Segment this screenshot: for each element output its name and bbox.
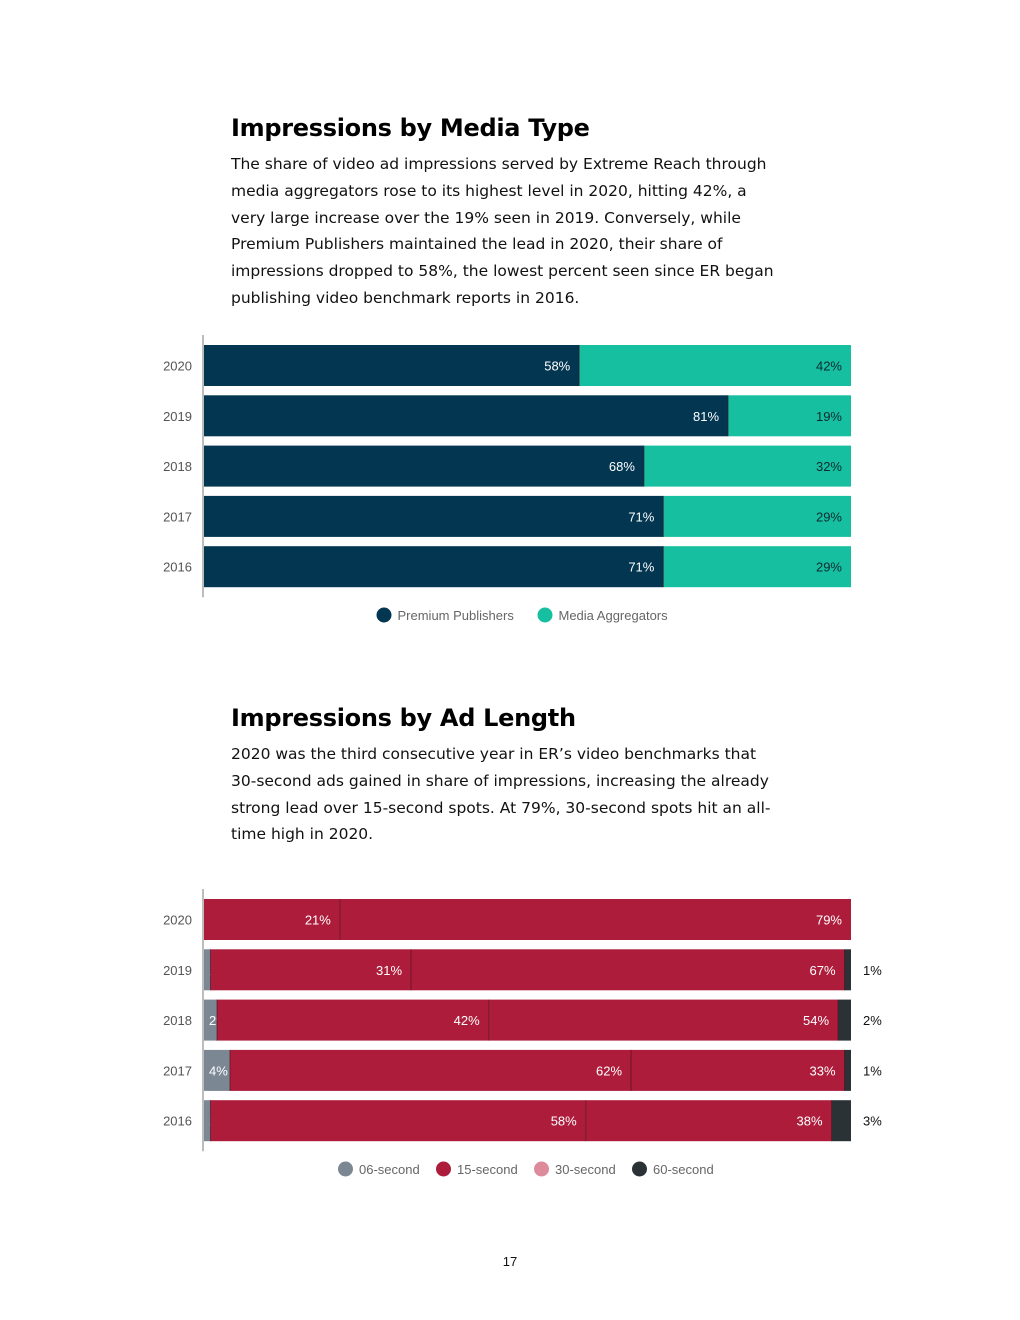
- page-number: 17: [502, 1254, 518, 1269]
- bar-media-aggregators-2018: [643, 445, 851, 487]
- category-label-2020: 2020: [163, 913, 192, 928]
- data-label-premium-publishers-2020: 58%: [544, 359, 570, 374]
- bar-15-second-2019: [210, 949, 412, 991]
- legend-swatch-premium-publishers: [376, 607, 392, 623]
- legend-label-30-second: 30-second: [555, 1162, 616, 1177]
- category-label-2016: 2016: [163, 1114, 192, 1129]
- data-label-30-second-2018: 54%: [803, 1013, 829, 1028]
- bar-60-second-2018: [838, 999, 851, 1041]
- bar-15-second-2020: [204, 899, 340, 940]
- data-label-60-second-2017: 1%: [863, 1063, 882, 1078]
- data-label-60-second-2019: 1%: [863, 963, 882, 978]
- legend-label-60-second: 60-second: [653, 1162, 714, 1177]
- ad-length-description: 2020 was the third consecutive year in E…: [231, 745, 771, 844]
- bar-06-second-2016: [204, 1100, 211, 1142]
- bar-30-second-2016: [585, 1100, 832, 1142]
- bar-media-aggregators-2020: [579, 345, 851, 386]
- media-type-description: The share of video ad impressions served…: [231, 155, 774, 307]
- data-label-15-second-2019: 31%: [376, 963, 402, 978]
- legend-label-06-second: 06-second: [359, 1162, 420, 1177]
- legend-label-15-second: 15-second: [457, 1162, 518, 1177]
- legend-item-30-second: 30-second: [534, 1161, 616, 1177]
- bar-60-second-2017: [844, 1049, 851, 1091]
- data-label-60-second-2018: 2%: [863, 1013, 882, 1028]
- category-label-2020: 2020: [163, 359, 192, 374]
- bar-60-second-2016: [831, 1100, 851, 1142]
- legend-item-15-second: 15-second: [436, 1161, 518, 1177]
- data-label-15-second-2020: 21%: [305, 913, 331, 928]
- category-label-2019: 2019: [163, 963, 192, 978]
- legend-label-media-aggregators: Media Aggregators: [559, 608, 669, 623]
- bar-06-second-2017: [204, 1049, 230, 1091]
- legend-swatch-06-second: [338, 1161, 353, 1177]
- media-type-chart: 2020 58% 42% 2019 81% 19% 2018 68% 32% 2017 71% 29%…: [163, 335, 851, 623]
- category-label-2018: 2018: [163, 1013, 192, 1028]
- bar-premium-publishers-2016: [204, 546, 664, 588]
- category-label-2017: 2017: [163, 1063, 192, 1078]
- legend-item-60-second: 60-second: [632, 1161, 714, 1177]
- data-label-15-second-2017: 62%: [596, 1063, 622, 1078]
- data-label-media-aggregators-2020: 42%: [816, 359, 842, 374]
- bar-06-second-2018: [204, 999, 217, 1041]
- data-label-15-second-2018: 42%: [454, 1013, 480, 1028]
- legend-item-media-aggregators: Media Aggregators: [537, 607, 669, 623]
- legend-swatch-30-second: [534, 1161, 549, 1177]
- legend-swatch-media-aggregators: [537, 607, 553, 623]
- data-label-media-aggregators-2017: 29%: [816, 509, 842, 524]
- ad-length-chart: 202021%79%20191%31%67%1%20182%42%54%2%20…: [163, 889, 882, 1177]
- category-label-2018: 2018: [163, 459, 192, 474]
- bar-15-second-2017: [229, 1049, 632, 1091]
- bar-premium-publishers-2018: [204, 445, 644, 487]
- data-label-media-aggregators-2016: 29%: [816, 560, 842, 575]
- data-label-media-aggregators-2018: 32%: [816, 459, 842, 474]
- bar-premium-publishers-2019: [204, 395, 729, 437]
- bar-30-second-2017: [631, 1049, 845, 1091]
- data-label-media-aggregators-2019: 19%: [816, 409, 842, 424]
- data-label-premium-publishers-2017: 71%: [628, 509, 654, 524]
- legend-label-premium-publishers: Premium Publishers: [398, 608, 515, 623]
- bar-30-second-2019: [411, 949, 845, 991]
- legend-item-06-second: 06-second: [338, 1161, 420, 1177]
- data-label-premium-publishers-2018: 68%: [609, 459, 635, 474]
- bar-30-second-2020: [339, 899, 851, 940]
- bar-06-second-2019: [204, 949, 211, 991]
- bar-media-aggregators-2017: [663, 495, 851, 537]
- data-label-30-second-2016: 38%: [797, 1114, 823, 1129]
- legend-item-premium-publishers: Premium Publishers: [376, 607, 515, 623]
- ad-length-title: Impressions by Ad Length: [231, 704, 576, 732]
- bar-15-second-2018: [216, 999, 489, 1041]
- data-label-premium-publishers-2019: 81%: [693, 409, 719, 424]
- bar-media-aggregators-2019: [728, 395, 851, 437]
- media-type-title: Impressions by Media Type: [231, 114, 590, 142]
- bar-30-second-2018: [488, 999, 839, 1041]
- data-label-06-second-2017: 4%: [209, 1063, 228, 1078]
- category-label-2017: 2017: [163, 509, 192, 524]
- bar-media-aggregators-2016: [663, 546, 851, 588]
- legend-swatch-15-second: [436, 1161, 451, 1177]
- data-label-15-second-2016: 58%: [551, 1114, 577, 1129]
- category-label-2016: 2016: [163, 560, 192, 575]
- data-label-30-second-2020: 79%: [816, 913, 842, 928]
- data-label-premium-publishers-2016: 71%: [628, 560, 654, 575]
- bar-premium-publishers-2017: [204, 495, 664, 537]
- legend-swatch-60-second: [632, 1161, 647, 1177]
- bar-15-second-2016: [210, 1100, 586, 1142]
- data-label-30-second-2019: 67%: [809, 963, 835, 978]
- data-label-60-second-2016: 3%: [863, 1114, 882, 1129]
- data-label-30-second-2017: 33%: [809, 1063, 835, 1078]
- category-label-2019: 2019: [163, 409, 192, 424]
- bar-premium-publishers-2020: [204, 345, 580, 386]
- bar-60-second-2019: [844, 949, 851, 991]
